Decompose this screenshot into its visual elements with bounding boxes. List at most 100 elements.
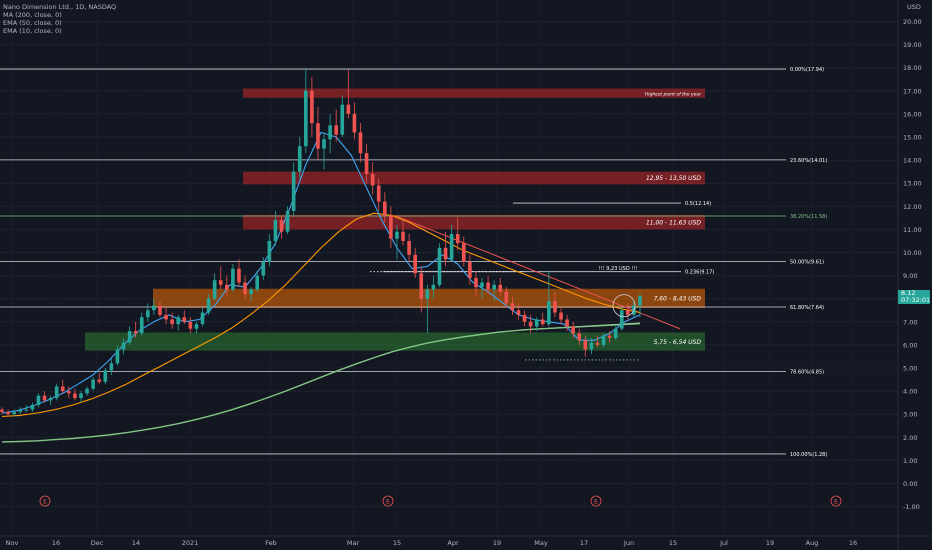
candle-body [461, 243, 466, 262]
earnings-marker [590, 495, 602, 507]
indicator-ema10[interactable]: EMA (10, close, 0) [3, 27, 62, 35]
candle-body [316, 123, 320, 149]
y-tick-label: 18.00 [903, 64, 922, 72]
candle-body [91, 379, 95, 389]
candle-body [340, 104, 345, 135]
candle-body [613, 328, 618, 338]
indicator-ema50[interactable]: EMA (50, close, 0) [3, 19, 62, 27]
candle-body [358, 132, 363, 154]
candle-body [431, 284, 436, 290]
candle-body [577, 333, 582, 341]
candle-body [121, 342, 126, 350]
x-tick-label: May [534, 539, 548, 547]
candle-body [626, 310, 630, 315]
candle-body [401, 231, 405, 241]
price-zone [85, 332, 705, 351]
candle-body [480, 282, 484, 288]
candle-body [109, 363, 114, 371]
extra-level-label: 0.236(9.17) [685, 270, 714, 276]
earnings-marker [382, 495, 394, 507]
price-zone [243, 88, 705, 98]
candle-body [595, 342, 600, 345]
price-annotation: !!! 9,23 USD !!! [599, 266, 638, 272]
y-tick-label: 4.00 [903, 388, 917, 396]
earnings-label: E [43, 498, 47, 505]
candle-body [304, 90, 308, 147]
candle-body [419, 273, 424, 299]
y-tick-label: 7.00 [903, 318, 917, 326]
x-tick-label: Nov [6, 539, 19, 547]
candle-body [516, 310, 521, 315]
candle-body [364, 153, 369, 174]
y-tick-label: 2.00 [903, 434, 917, 442]
indicator-ma200[interactable]: MA (200, close, 0) [3, 11, 62, 19]
candle-body [334, 125, 338, 135]
price-zone [243, 171, 705, 185]
y-tick-label: 9.00 [903, 272, 917, 280]
price-zones: Highest point of the year 12,95 - 13,50 U… [85, 88, 705, 351]
candle-body [176, 317, 181, 325]
candle-body [352, 113, 357, 133]
fib-label: 100.00%(1.28) [790, 452, 827, 458]
candle-body [73, 393, 77, 399]
earnings-marker [39, 495, 51, 507]
candle-body [267, 240, 272, 262]
candle-body [455, 234, 460, 244]
x-tick-label: Feb [265, 539, 277, 547]
y-tick-label: 3.00 [903, 411, 917, 419]
candle-body [255, 275, 260, 290]
price-axis: -1.000.001.002.003.004.005.006.007.008.0… [897, 0, 922, 550]
candle-body [158, 305, 162, 315]
zone-label: 7,60 - 8,43 USD [654, 296, 702, 303]
candle-body [553, 301, 557, 313]
candle-body [103, 370, 108, 382]
candles [0, 70, 642, 417]
candle-body [164, 314, 168, 320]
candle-body [382, 201, 387, 216]
candle-body [146, 310, 150, 318]
candle-body [322, 139, 326, 149]
fib-label: 78.60%(4.85) [790, 369, 824, 375]
candle-body [534, 319, 539, 327]
candle-body [638, 295, 642, 306]
candle-body [0, 409, 4, 412]
candle-body [619, 310, 624, 329]
candle-body [407, 240, 411, 255]
candle-body [115, 349, 120, 364]
fib-label: 23.60%(14.01) [790, 158, 827, 164]
candle-body [395, 231, 399, 239]
highlight-circle [612, 294, 636, 318]
candle-body [249, 289, 253, 295]
candle-body [504, 291, 509, 304]
y-tick-label: 15.00 [903, 134, 922, 142]
y-tick-label: -1.00 [903, 503, 920, 511]
x-tick-label: Mar [347, 539, 360, 547]
y-tick-label: 13.00 [903, 180, 922, 188]
y-tick-label: 19.00 [903, 41, 922, 49]
candle-body [510, 303, 515, 311]
candle-body [474, 277, 478, 288]
candle-body [6, 411, 10, 415]
candle-body [486, 282, 490, 290]
candle-body [67, 391, 71, 394]
candle-body [291, 171, 296, 211]
x-tick-label: 19 [766, 539, 774, 547]
x-tick-label: 17 [580, 539, 588, 547]
candle-body [583, 340, 588, 350]
fib-label: 38.20%(11.58) [790, 214, 827, 220]
candle-body [437, 247, 442, 285]
candle-body [152, 305, 156, 311]
candle-body [443, 247, 448, 260]
candle-body [30, 404, 35, 410]
candle-body [79, 393, 83, 399]
x-tick-label: 2021 [182, 539, 199, 547]
x-tick-label: 19 [493, 539, 501, 547]
y-tick-label: 5.00 [903, 365, 917, 373]
earnings-marker [830, 495, 842, 507]
x-tick-label: Apr [447, 539, 459, 547]
zone-label: Highest point of the year [645, 91, 702, 97]
y-tick-label: 0.00 [903, 480, 917, 488]
x-tick-label: 16 [849, 539, 857, 547]
